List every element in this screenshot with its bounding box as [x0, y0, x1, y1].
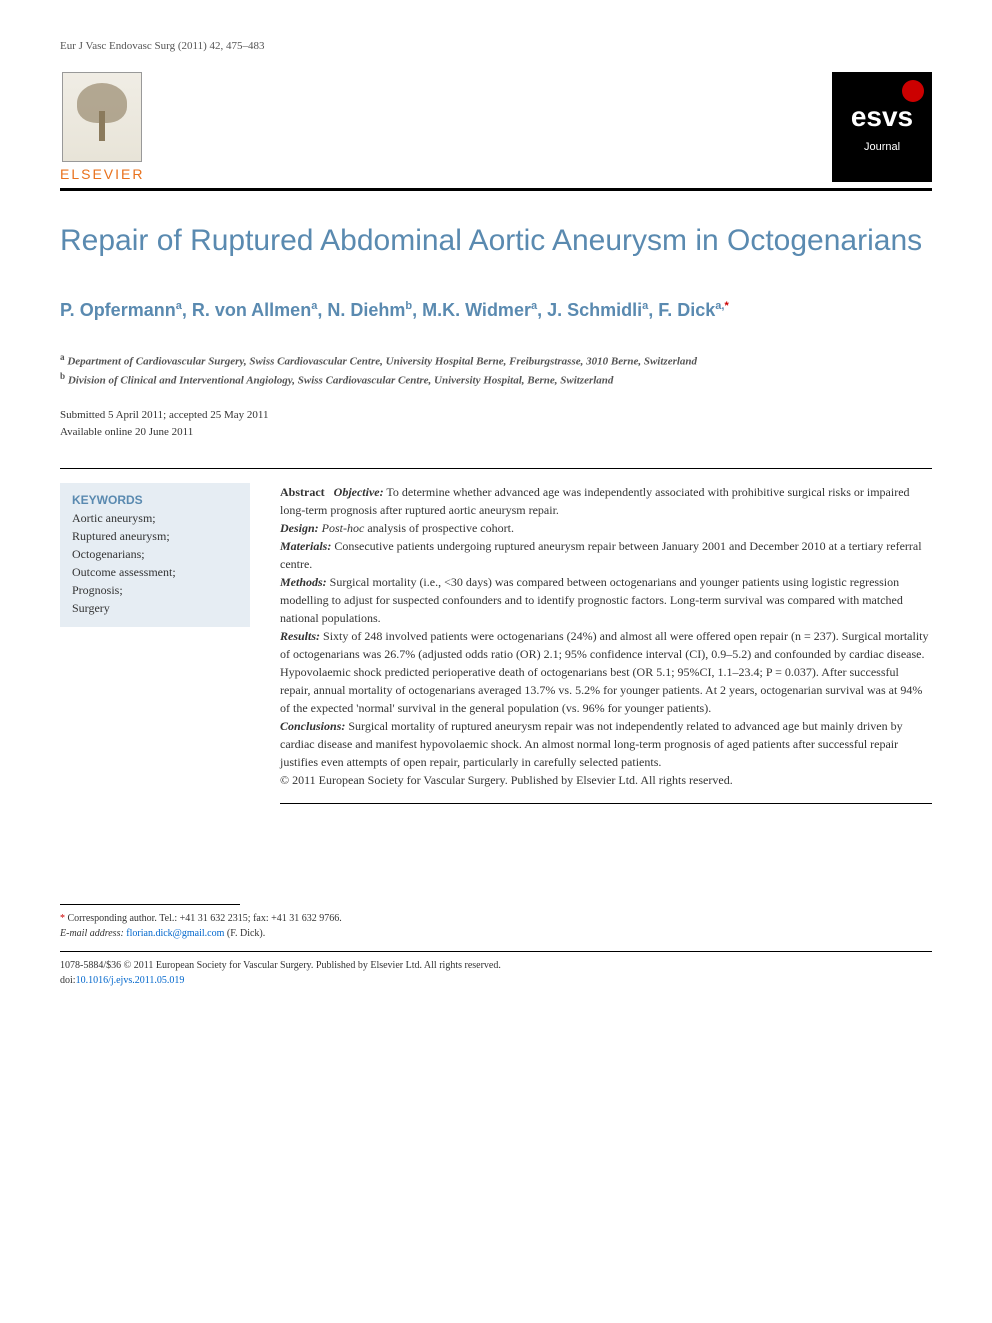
- keyword-item: Octogenarians;: [72, 545, 238, 563]
- keyword-item: Aortic aneurysm;: [72, 509, 238, 527]
- affiliation-a: a Department of Cardiovascular Surgery, …: [60, 351, 932, 370]
- content-row: KEYWORDS Aortic aneurysm; Ruptured aneur…: [60, 468, 932, 804]
- abstract: Abstract Objective: To determine whether…: [280, 483, 932, 804]
- article-title: Repair of Ruptured Abdominal Aortic Aneu…: [60, 221, 932, 260]
- affiliation-b: b Division of Clinical and Interventiona…: [60, 370, 932, 389]
- keyword-item: Outcome assessment;: [72, 563, 238, 581]
- doi-label: doi:: [60, 975, 76, 986]
- design-label: Design:: [280, 521, 319, 535]
- email-label: E-mail address:: [60, 928, 124, 939]
- email-link[interactable]: florian.dick@gmail.com: [126, 928, 224, 939]
- conclusions-label: Conclusions:: [280, 719, 345, 733]
- affiliations: a Department of Cardiovascular Surgery, …: [60, 351, 932, 389]
- available-online: Available online 20 June 2011: [60, 424, 932, 441]
- author-3: N. Diehm: [327, 300, 405, 320]
- methods-label: Methods:: [280, 575, 327, 589]
- author-6: F. Dick: [658, 300, 715, 320]
- esvs-subtitle: Journal: [864, 141, 900, 153]
- methods-text: Surgical mortality (i.e., <30 days) was …: [280, 575, 903, 625]
- submitted-accepted: Submitted 5 April 2011; accepted 25 May …: [60, 407, 932, 424]
- results-label: Results:: [280, 629, 320, 643]
- design-text: Post-hoc analysis of prospective cohort.: [322, 521, 514, 535]
- header-logos: ELSEVIER esvs Journal: [60, 72, 932, 191]
- materials-text: Consecutive patients undergoing ruptured…: [280, 539, 922, 571]
- keyword-item: Prognosis;: [72, 581, 238, 599]
- materials-label: Materials:: [280, 539, 331, 553]
- esvs-circle-icon: [902, 80, 924, 102]
- conclusions-text: Surgical mortality of ruptured aneurysm …: [280, 719, 903, 769]
- keywords-list: Aortic aneurysm; Ruptured aneurysm; Octo…: [72, 509, 238, 617]
- author-2: R. von Allmen: [192, 300, 311, 320]
- submission-dates: Submitted 5 April 2011; accepted 25 May …: [60, 407, 932, 440]
- abstract-copyright: © 2011 European Society for Vascular Sur…: [280, 773, 733, 787]
- author-4: M.K. Widmer: [422, 300, 531, 320]
- keyword-item: Surgery: [72, 599, 238, 617]
- authors-line: P. Opfermanna, R. von Allmena, N. Diehmb…: [60, 300, 932, 321]
- keywords-heading: KEYWORDS: [72, 493, 238, 507]
- esvs-logo: esvs Journal: [832, 72, 932, 182]
- corresponding-author: * Corresponding author. Tel.: +41 31 632…: [60, 911, 932, 941]
- abstract-label: Abstract: [280, 485, 325, 499]
- copyright-footer: 1078-5884/$36 © 2011 European Society fo…: [60, 951, 932, 988]
- elsevier-text: ELSEVIER: [60, 166, 144, 182]
- journal-citation: Eur J Vasc Endovasc Surg (2011) 42, 475–…: [60, 40, 932, 52]
- footer-separator: [60, 904, 240, 905]
- author-5: J. Schmidli: [547, 300, 642, 320]
- results-text: Sixty of 248 involved patients were octo…: [280, 629, 929, 715]
- objective-label: Objective:: [334, 485, 384, 499]
- email-paren: (F. Dick).: [227, 928, 265, 939]
- doi-link[interactable]: 10.1016/j.ejvs.2011.05.019: [76, 975, 185, 986]
- esvs-text: esvs: [851, 101, 913, 133]
- keywords-box: KEYWORDS Aortic aneurysm; Ruptured aneur…: [60, 483, 250, 627]
- keyword-item: Ruptured aneurysm;: [72, 527, 238, 545]
- elsevier-tree-icon: [62, 72, 142, 162]
- elsevier-logo: ELSEVIER: [60, 72, 144, 182]
- author-1: P. Opfermann: [60, 300, 176, 320]
- issn-line: 1078-5884/$36 © 2011 European Society fo…: [60, 958, 932, 973]
- corresponding-text: Corresponding author. Tel.: +41 31 632 2…: [68, 913, 342, 924]
